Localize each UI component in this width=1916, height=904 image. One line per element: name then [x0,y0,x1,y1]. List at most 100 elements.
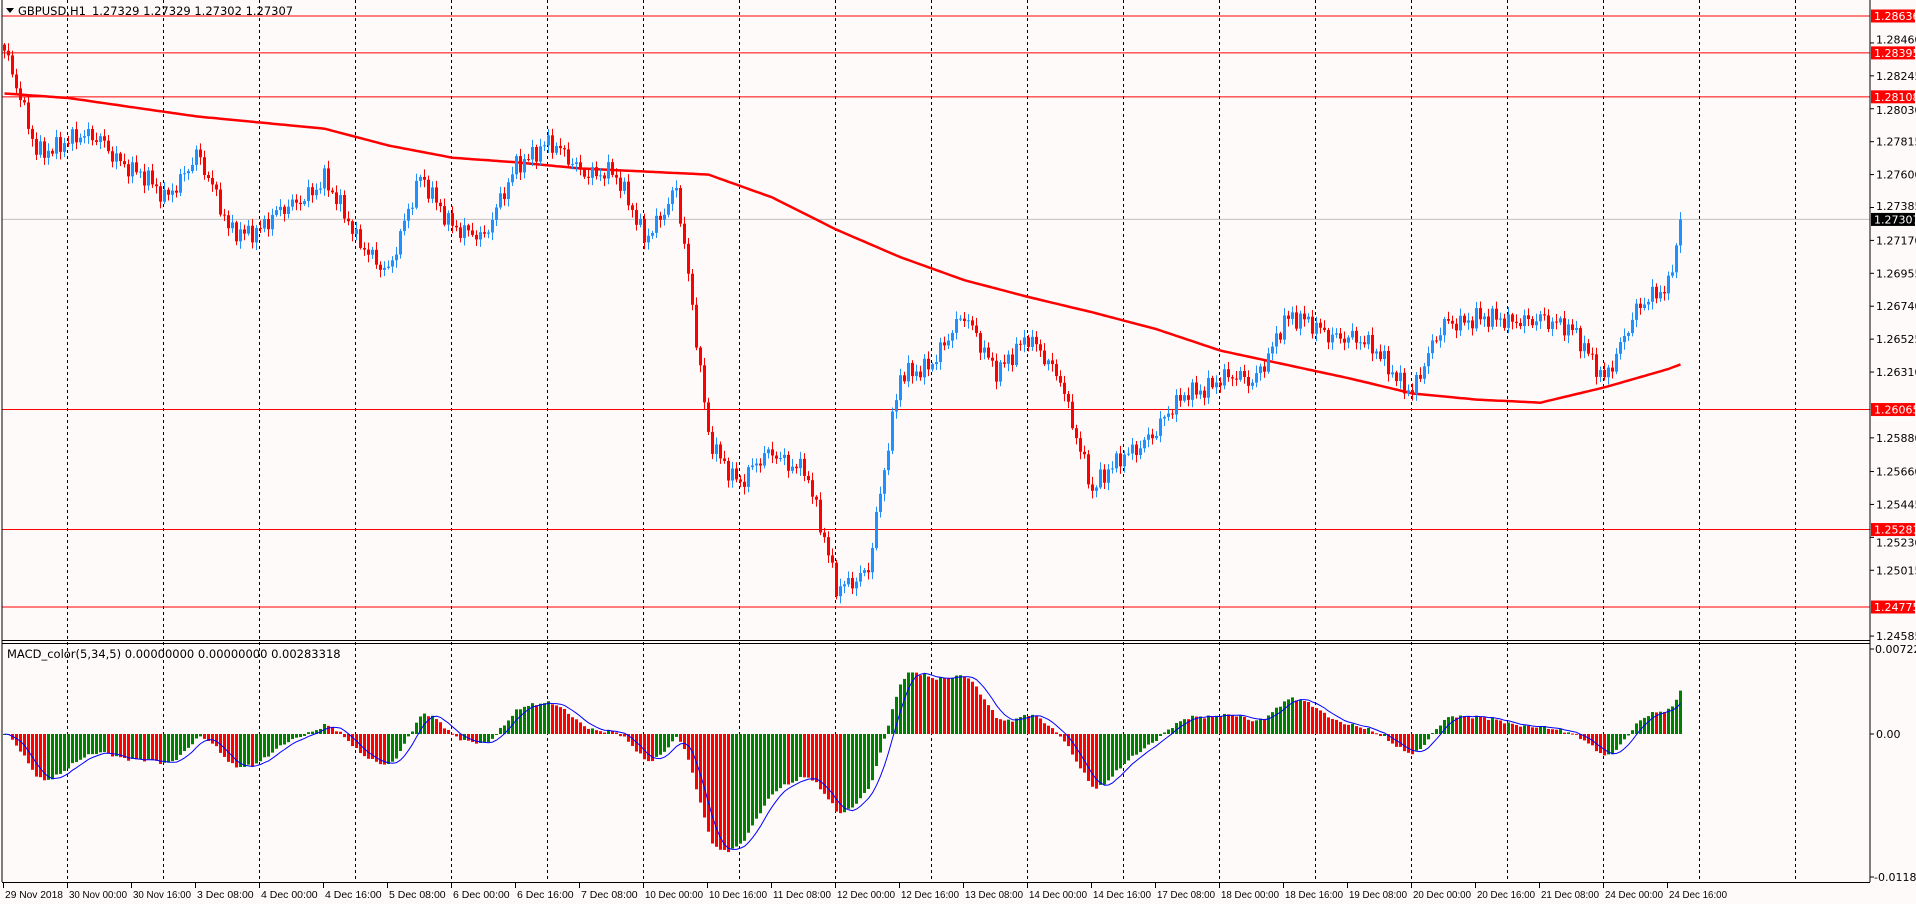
candle [619,171,622,199]
macd-bar [247,734,250,765]
candle [923,354,926,385]
candle-body [1547,315,1550,330]
candle [1315,316,1318,342]
macd-bar [211,734,214,744]
macd-bar [1023,714,1026,734]
macd-bar [1599,734,1602,754]
candle-body [671,190,674,205]
candle-body [1191,382,1194,400]
candle [1087,450,1090,489]
candle-body [203,157,206,175]
candle [1339,328,1342,344]
macd-bar [1043,723,1046,734]
candle [203,150,206,180]
candle-body [119,153,122,162]
candle-body [95,140,98,142]
candle [291,194,294,211]
candle [427,175,430,203]
candle-body [199,149,202,158]
macd-bar [1263,718,1266,734]
horizontal-levels[interactable] [2,15,1870,608]
macd-bar [1179,721,1182,734]
candle [559,138,562,155]
candle [1347,335,1350,349]
candle [627,174,630,211]
candle-body [611,162,614,175]
macd-bar [19,734,22,752]
macd-bar [1219,716,1222,734]
candle-body [1295,312,1298,329]
candle-body [427,179,430,199]
time-tick-label: 18 Dec 16:00 [1285,889,1343,901]
dropdown-triangle-icon[interactable] [6,8,14,13]
candle-body [315,189,318,196]
candle [595,161,598,180]
candle-body [1587,343,1590,354]
candle [855,577,858,597]
macd-bar [399,734,402,752]
candle-body [591,167,594,178]
candle [931,362,934,372]
candle-body [719,444,722,459]
candle [1463,313,1466,326]
candle [59,131,62,160]
candle [307,179,310,208]
candle [1423,362,1426,384]
candle [1383,345,1386,366]
candle [327,160,330,197]
candle-body [923,358,926,378]
candle [551,128,554,159]
candle [791,459,794,474]
candle [1307,313,1310,323]
candle [75,121,78,150]
candle-body [707,402,710,432]
candle-body [231,222,234,229]
macd-bar [1507,722,1510,734]
candle-body [1511,314,1514,322]
candle-body [355,229,358,234]
candle [883,467,886,502]
candle [1099,462,1102,490]
candle [1431,334,1434,359]
candle-body [543,145,546,147]
candle [1115,451,1118,473]
candle-body [1075,428,1078,439]
candle [1635,299,1638,328]
candle [1103,464,1106,490]
candle [1511,312,1514,330]
candle-body [703,365,706,403]
candle-body [915,371,918,377]
macd-bar [243,734,246,767]
macd-bar [1275,707,1278,734]
time-tick-label: 3 Dec 08:00 [197,889,254,901]
candle [143,163,146,194]
candle-body [1179,395,1182,401]
macd-bar [779,734,782,789]
candle [699,346,702,373]
candle-body [99,136,102,142]
candle [491,212,494,241]
macd-bar [1663,711,1666,734]
macd-bar [1435,729,1438,734]
macd-bar [1615,734,1618,750]
macd-bar [291,734,294,740]
candle-body [1267,353,1270,372]
time-tick-label: 21 Dec 08:00 [1541,889,1599,901]
candle [1403,368,1406,400]
macd-bar [407,734,410,737]
candle-body [243,229,246,234]
candle [907,355,910,388]
candle-body [75,129,78,143]
macd-bar [1119,734,1122,769]
candle [351,219,354,242]
candle [1067,391,1070,409]
candle [455,220,458,232]
macd-bar [1231,715,1234,734]
macd-bar [1363,729,1366,734]
candle-body [311,187,314,196]
candle [1031,329,1034,351]
candle [431,181,434,204]
macd-bar [1583,734,1586,741]
candle-body [1199,390,1202,395]
